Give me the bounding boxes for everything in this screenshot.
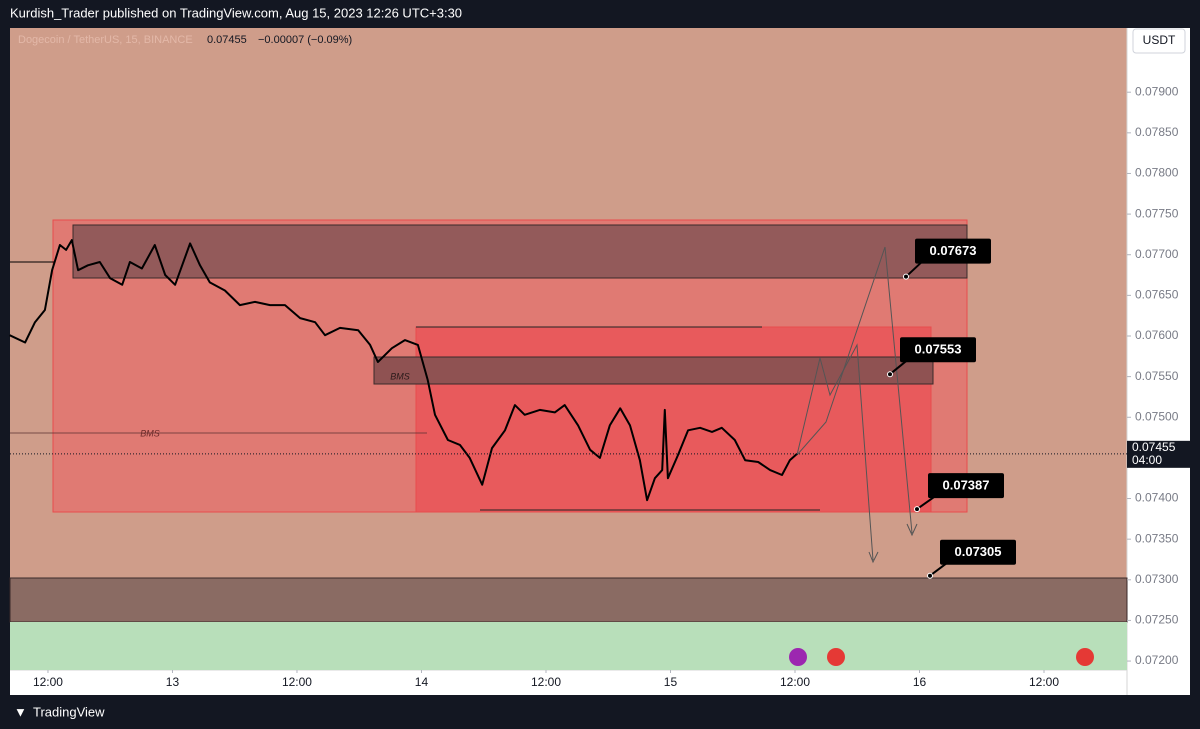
y-tick-label: 0.07650 — [1135, 288, 1179, 302]
zone — [10, 622, 1127, 670]
level-dot — [887, 371, 893, 378]
x-tick-label: 13 — [166, 675, 180, 689]
publisher-line: Kurdish_Trader published on TradingView.… — [10, 5, 462, 20]
zone — [72, 224, 968, 279]
y-tick-label: 0.07200 — [1135, 653, 1179, 667]
level-dot — [903, 273, 909, 280]
level-dot — [927, 572, 933, 579]
y-tick-label: 0.07350 — [1135, 531, 1179, 545]
symbol: Dogecoin / TetherUS, 15, BINANCE — [18, 34, 193, 46]
icon — [827, 648, 845, 666]
y-tick-label: 0.07550 — [1135, 369, 1179, 383]
zone — [9, 577, 1128, 623]
x-tick-label: 16 — [913, 675, 927, 689]
last-price: 0.07455 — [207, 34, 247, 46]
y-tick-label: 0.07700 — [1135, 247, 1179, 261]
projection — [796, 246, 913, 534]
zone-label: BMS — [140, 428, 160, 438]
projection — [796, 343, 874, 561]
callout-pointer — [905, 261, 922, 278]
event-icons — [789, 648, 1094, 666]
y-tick-label: 0.07600 — [1135, 328, 1179, 342]
price-line — [9, 239, 798, 502]
x-tick-label: 12:00 — [531, 675, 561, 689]
y-tick-label: 0.07750 — [1135, 206, 1179, 220]
callout-box — [900, 337, 976, 363]
brand-mark: ▼ — [14, 704, 27, 719]
x-tick-label: 12:00 — [780, 675, 810, 689]
y-tick-label: 0.07300 — [1135, 572, 1179, 586]
y-tick-label: 0.07250 — [1135, 613, 1179, 627]
callout-pointer — [929, 562, 947, 577]
price-axis — [1127, 28, 1190, 695]
callout-box — [915, 238, 991, 264]
y-tick-label: 0.07900 — [1135, 84, 1179, 98]
zones — [9, 219, 1128, 670]
callout-label: 0.07553 — [915, 342, 962, 357]
time-axis — [10, 670, 1127, 695]
y-tick-label: 0.07400 — [1135, 491, 1179, 505]
arrow-head — [868, 551, 879, 564]
currency-label[interactable]: USDT — [1143, 33, 1176, 47]
y-tick-label: 0.07500 — [1135, 409, 1179, 423]
y-tick-label: 0.07800 — [1135, 166, 1179, 180]
x-tick-label: 14 — [415, 675, 429, 689]
icon — [789, 648, 807, 666]
brand: TradingView — [33, 704, 105, 719]
change: −0.00007 (−0.09%) — [258, 34, 352, 46]
callout-box — [928, 473, 1004, 499]
x-tick-label: 15 — [664, 675, 678, 689]
arrow-head — [906, 523, 918, 537]
zone — [373, 356, 934, 385]
last-price-box — [1127, 440, 1190, 468]
currency-button[interactable] — [1132, 28, 1186, 54]
callout-label: 0.07673 — [930, 243, 977, 258]
y-tick-label: 0.07850 — [1135, 125, 1179, 139]
zone-label: BMS — [390, 371, 410, 381]
x-tick-label: 12:00 — [282, 675, 312, 689]
level-dot — [914, 506, 920, 513]
x-tick-label: 12:00 — [1029, 675, 1059, 689]
countdown: 04:00 — [1132, 453, 1162, 467]
callout-box — [940, 539, 1016, 565]
zone — [415, 326, 932, 513]
callout-pointer — [889, 360, 907, 375]
callout-label: 0.07305 — [955, 544, 1002, 559]
callout-label: 0.07387 — [943, 478, 990, 493]
last-price-label: 0.07455 — [1132, 440, 1176, 454]
icon — [1076, 648, 1094, 666]
x-tick-label: 12:00 — [33, 675, 63, 689]
callout-pointer — [916, 496, 935, 510]
